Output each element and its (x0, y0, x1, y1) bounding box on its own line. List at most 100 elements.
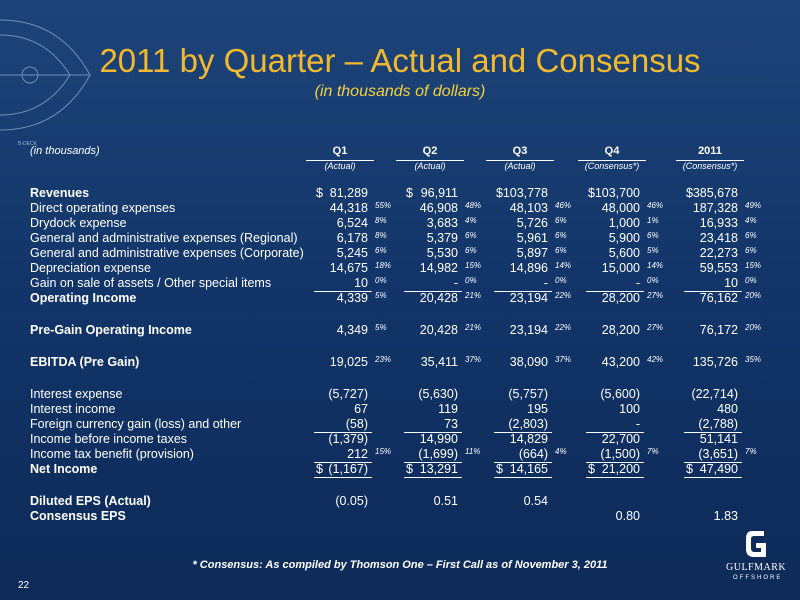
column-header: 2011 (698, 145, 722, 157)
cell-value: 5,961 (516, 231, 548, 245)
cell-percent: 6% (647, 231, 659, 240)
column-note: (Actual) (414, 161, 446, 171)
row-label: Consensus EPS (30, 509, 126, 523)
cell-value: 4,349 (336, 323, 368, 337)
cell-value: 5,379 (426, 231, 458, 245)
cell-rule (586, 477, 644, 478)
unit-label: (in thousands) (30, 145, 100, 157)
currency: $ (406, 186, 413, 200)
cell-value: 0.51 (433, 494, 458, 508)
currency: $ (316, 186, 323, 200)
cell-percent: 15% (745, 261, 762, 270)
cell-percent: 0% (555, 276, 567, 285)
logo-icon (746, 531, 766, 557)
cell-rule (586, 432, 644, 433)
cell-percent: 4% (465, 216, 477, 225)
cell-percent: 15% (465, 261, 482, 270)
row-label: Income tax benefit (provision) (30, 447, 194, 461)
cell-percent: 22% (555, 291, 572, 300)
cell-value: 10 (724, 276, 738, 290)
cell-value: 0.80 (615, 509, 640, 523)
cell-percent: 6% (745, 231, 757, 240)
cell-value: 14,896 (509, 261, 548, 275)
currency: $ (588, 462, 595, 476)
cell-value: 46,908 (419, 201, 458, 215)
cell-percent: 37% (555, 355, 572, 364)
cell-percent: 0% (465, 276, 477, 285)
cell-value: 100 (619, 402, 640, 416)
cell-percent: 21% (465, 291, 482, 300)
row-label: Depreciation expense (30, 261, 151, 275)
cell-value: 5,726 (516, 216, 548, 230)
cell-percent: 22% (555, 323, 572, 332)
cell-percent: 6% (745, 246, 757, 255)
row-label: Interest income (30, 402, 116, 416)
cell-value: 14,982 (419, 261, 458, 275)
cell-value: 22,273 (699, 246, 738, 260)
cell-value: - (453, 276, 458, 290)
cell-value: (3,651) (698, 447, 738, 461)
cell-percent: 35% (745, 355, 762, 364)
cell-value: 73 (444, 417, 458, 431)
cell-value: 51,141 (699, 432, 738, 446)
cell-percent: 6% (465, 246, 477, 255)
cell-percent: 49% (745, 201, 762, 210)
cell-percent: 4% (745, 216, 757, 225)
cell-rule (494, 462, 552, 463)
cell-value: 23,418 (699, 231, 738, 245)
cell-value: 47,490 (699, 462, 738, 476)
row-label: Gain on sale of assets / Other special i… (30, 276, 272, 290)
cell-percent: 5% (375, 291, 387, 300)
cell-rule (586, 291, 644, 292)
cell-rule (494, 291, 552, 292)
row-label: General and administrative expenses (Reg… (30, 231, 298, 245)
ship-outline (0, 19, 91, 131)
header-rule (676, 160, 744, 161)
cell-percent: 5% (647, 246, 659, 255)
cell-percent: 6% (375, 246, 387, 255)
cell-percent: 48% (465, 201, 482, 210)
cell-value: 28,200 (601, 323, 640, 337)
cell-percent: 8% (375, 216, 387, 225)
cell-value: 76,172 (699, 323, 738, 337)
logo-text: GULFMARK (726, 562, 787, 573)
header-rule (306, 160, 374, 161)
row-label: Net Income (30, 462, 98, 476)
title: 2011 by Quarter – Actual and Consensus (99, 42, 701, 79)
cell-percent: 27% (647, 323, 664, 332)
cell-percent: 20% (745, 323, 762, 332)
column-header: Q4 (604, 145, 620, 157)
cell-value: - (635, 417, 640, 431)
cell-percent: 0% (745, 276, 757, 285)
cell-value: 20,428 (419, 323, 458, 337)
column-header: Q3 (512, 145, 528, 157)
cell-value: (2,788) (698, 417, 738, 431)
cell-value: 187,328 (692, 201, 738, 215)
cell-percent: 7% (745, 447, 757, 456)
cell-percent: 46% (555, 201, 572, 210)
cell-value: 5,900 (608, 231, 640, 245)
cell-rule (314, 462, 372, 463)
cell-value: - (635, 276, 640, 290)
cell-percent: 4% (555, 447, 567, 456)
column-header: Q1 (332, 145, 348, 157)
cell-value: (5,630) (418, 387, 458, 401)
cell-value: 38,090 (509, 355, 548, 369)
column-note: (Consensus*) (584, 161, 640, 171)
row-label: General and administrative expenses (Cor… (30, 246, 304, 260)
cell-percent: 7% (647, 447, 659, 456)
cell-percent: 27% (647, 291, 664, 300)
cell-percent: 6% (555, 246, 567, 255)
footnote: * Consensus: As compiled by Thomson One … (192, 559, 608, 571)
cell-value: 96,911 (420, 186, 458, 200)
cell-value: 19,025 (329, 355, 368, 369)
decor-label: B-DECK (18, 141, 37, 147)
cell-rule (404, 462, 462, 463)
row-label: Foreign currency gain (loss) and other (30, 417, 242, 431)
cell-value: 10 (354, 276, 368, 290)
cell-rule (404, 291, 462, 292)
row-label: Interest expense (30, 387, 123, 401)
currency: $ (496, 462, 503, 476)
cell-value: 385,678 (692, 186, 738, 200)
